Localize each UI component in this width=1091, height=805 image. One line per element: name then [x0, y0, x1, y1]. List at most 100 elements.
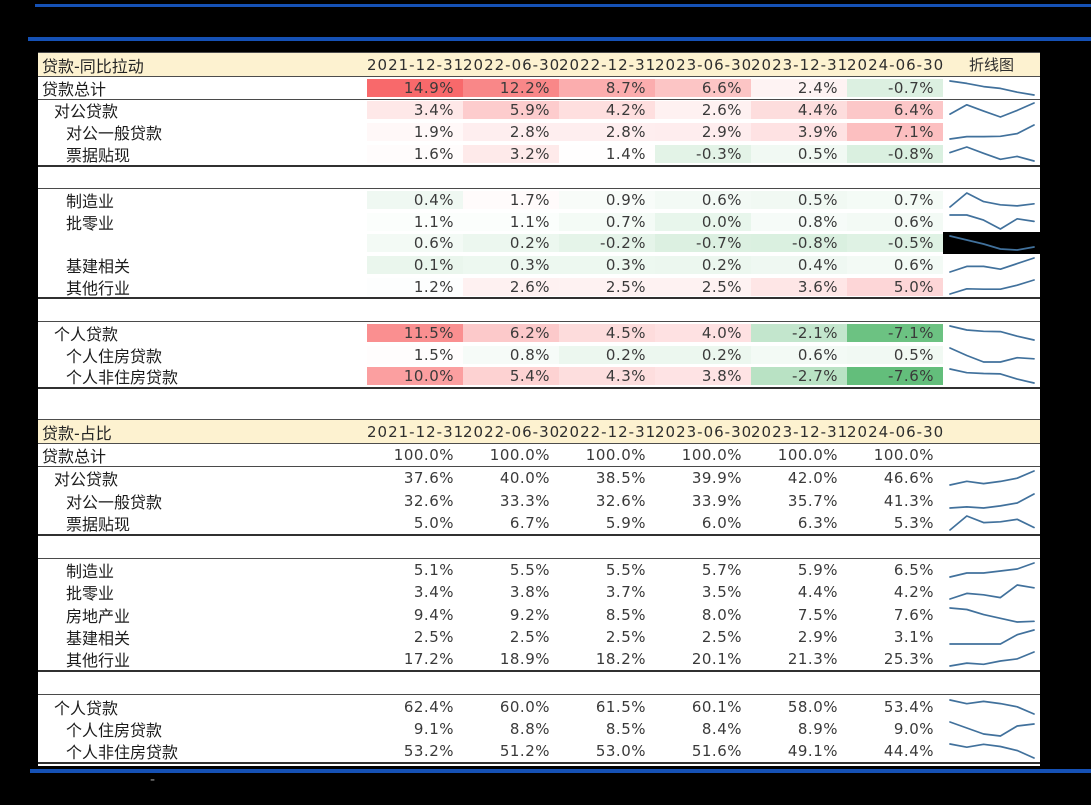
table-row: 贷款总计 100.0% 100.0% 100.0% 100.0% 100.0% 100.0%	[38, 444, 1040, 468]
value-cell: 0.8%	[751, 212, 847, 231]
sparkline-chart	[948, 606, 1035, 623]
value-cell: -0.8%	[847, 144, 943, 163]
value-cell: 2.4%	[751, 78, 847, 97]
value-cell: 6.0%	[701, 513, 742, 532]
value-cell: 2.6%	[463, 277, 559, 296]
value-cell: 5.3%	[893, 513, 934, 532]
value-cell: 1.7%	[463, 191, 559, 210]
row-label: 个人非住房贷款	[66, 368, 179, 388]
row-label: 个人贷款	[54, 324, 119, 344]
sparkline-cell	[943, 100, 1040, 122]
table-row: 对公贷款 3.4% 5.9% 4.2% 2.6% 4.4% 6.4%	[38, 99, 1040, 122]
value-cell: -0.8%	[751, 234, 847, 253]
value-cell: 0.2%	[655, 345, 751, 364]
value-cell: 7.6%	[893, 605, 934, 624]
value-cell: 8.7%	[559, 78, 655, 97]
value-cell: 53.2%	[403, 741, 454, 760]
value-cell: 33.9%	[691, 491, 742, 510]
row-label: 贷款总计	[42, 79, 107, 99]
table-row: 票据贴现 5.0% 6.7% 5.9% 6.0% 6.3% 5.3%	[38, 511, 1040, 536]
column-header: 2023-06-30	[655, 422, 753, 441]
sparkline-chart	[948, 278, 1035, 295]
table-row: 制造业 0.4% 1.7% 0.9% 0.6% 0.5% 0.7%	[38, 189, 1040, 211]
column-header: 2024-06-30	[847, 55, 945, 74]
sparkline-cell	[943, 604, 1040, 626]
table-header-row: 贷款-占比 2021-12-31 2022-06-30 2022-12-31 2023-…	[38, 419, 1040, 444]
bottom-rule	[30, 769, 1091, 773]
value-cell: 14.9%	[367, 78, 463, 97]
row-label: 其他行业	[66, 651, 131, 671]
value-cell: 100.0%	[393, 446, 454, 465]
sparkline-cell	[943, 143, 1040, 165]
sparkline-cell	[943, 512, 1040, 534]
value-cell: 0.5%	[751, 144, 847, 163]
value-cell: -0.3%	[655, 144, 751, 163]
sparkline-cell	[943, 581, 1040, 603]
spacer-row	[38, 672, 1040, 696]
footer-mark: -	[150, 772, 156, 788]
value-cell: 0.4%	[751, 255, 847, 274]
value-cell: 3.8%	[509, 583, 550, 602]
value-cell: 5.7%	[701, 561, 742, 580]
row-label: 对公贷款	[54, 470, 119, 490]
value-cell: 18.2%	[595, 650, 646, 669]
value-cell: 2.6%	[655, 101, 751, 120]
value-cell: 0.5%	[847, 345, 943, 364]
value-cell: 4.0%	[655, 323, 751, 342]
column-header: 2024-06-30	[847, 422, 945, 441]
row-label: 贷款总计	[42, 447, 107, 467]
column-header: 2021-12-31	[367, 55, 465, 74]
sparkline-cell	[943, 740, 1040, 762]
value-cell: 35.7%	[787, 491, 838, 510]
value-cell: 5.0%	[847, 277, 943, 296]
sparkline-cell	[943, 489, 1040, 511]
sparkline-chart	[948, 257, 1035, 273]
value-cell: 61.5%	[595, 697, 646, 716]
value-cell: 4.4%	[797, 583, 838, 602]
sparkline-column-header	[943, 420, 1040, 443]
value-cell: 38.5%	[595, 469, 646, 488]
sparkline-chart	[948, 102, 1035, 119]
value-cell: 0.5%	[751, 191, 847, 210]
value-cell: 0.6%	[847, 255, 943, 274]
sparkline-chart	[948, 145, 1035, 162]
value-cell: 8.9%	[797, 719, 838, 738]
column-header: 2023-12-31	[751, 422, 849, 441]
value-cell: 2.5%	[509, 627, 550, 646]
value-cell: 1.1%	[463, 212, 559, 231]
sparkline-cell	[943, 718, 1040, 740]
value-cell: 0.2%	[463, 234, 559, 253]
value-cell: 1.2%	[367, 277, 463, 296]
sparkline-chart	[948, 325, 1035, 341]
column-header: 2022-12-31	[559, 55, 657, 74]
table-row: 基建相关 0.1% 0.3% 0.3% 0.2% 0.4% 0.6%	[38, 254, 1040, 276]
value-cell: 53.0%	[595, 741, 646, 760]
top-rule-secondary	[28, 37, 1091, 41]
value-cell: 32.6%	[595, 491, 646, 510]
value-cell: 8.4%	[701, 719, 742, 738]
value-cell: 1.9%	[367, 123, 463, 142]
value-cell: -0.5%	[847, 234, 943, 253]
value-cell: 8.8%	[509, 719, 550, 738]
table-row: 0.6% 0.2% -0.2% -0.7% -0.8% -0.5%	[38, 232, 1040, 255]
row-label: 基建相关	[66, 628, 131, 648]
value-cell: 0.9%	[559, 191, 655, 210]
row-label: 基建相关	[66, 256, 131, 276]
value-cell: 100.0%	[777, 446, 838, 465]
value-cell: 62.4%	[403, 697, 454, 716]
value-cell: 2.5%	[605, 627, 646, 646]
sparkline-cell	[943, 254, 1040, 276]
value-cell: 5.5%	[605, 561, 646, 580]
value-cell: 12.2%	[463, 78, 559, 97]
sparkline-cell	[943, 626, 1040, 648]
sparkline-chart	[948, 79, 1035, 96]
sparkline-cell	[943, 121, 1040, 143]
spacer-row	[38, 535, 1040, 560]
row-label: 票据贴现	[66, 145, 131, 165]
sparkline-cell	[943, 232, 1040, 255]
column-header: 2021-12-31	[367, 422, 465, 441]
sparkline-chart	[948, 651, 1035, 667]
value-cell: 0.0%	[655, 212, 751, 231]
sparkline-cell	[943, 444, 1040, 466]
sparkline-chart	[948, 629, 1035, 645]
